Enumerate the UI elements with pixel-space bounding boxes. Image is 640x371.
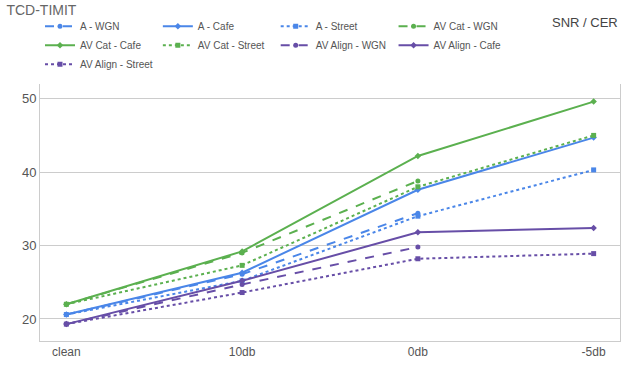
svg-text:30: 30 xyxy=(22,238,36,253)
svg-text:TCD-TIMIT: TCD-TIMIT xyxy=(6,2,76,18)
svg-text:A - Street: A - Street xyxy=(316,21,358,32)
svg-text:AV Align - Street: AV Align - Street xyxy=(80,59,153,70)
svg-text:AV Cat - Cafe: AV Cat - Cafe xyxy=(80,40,141,51)
svg-text:40: 40 xyxy=(22,165,36,180)
svg-text:AV Align - Cafe: AV Align - Cafe xyxy=(434,40,502,51)
svg-text:AV Align - WGN: AV Align - WGN xyxy=(316,40,386,51)
svg-text:clean: clean xyxy=(52,345,81,359)
svg-text:0db: 0db xyxy=(408,345,428,359)
svg-text:50: 50 xyxy=(22,91,36,106)
svg-text:A - WGN: A - WGN xyxy=(80,21,119,32)
svg-text:A - Cafe: A - Cafe xyxy=(198,21,235,32)
svg-text:20: 20 xyxy=(22,312,36,327)
svg-text:-5db: -5db xyxy=(582,345,606,359)
svg-text:10db: 10db xyxy=(229,345,256,359)
svg-text:AV Cat - Street: AV Cat - Street xyxy=(198,40,265,51)
svg-text:SNR / CER: SNR / CER xyxy=(552,15,618,30)
svg-text:AV Cat - WGN: AV Cat - WGN xyxy=(434,21,498,32)
